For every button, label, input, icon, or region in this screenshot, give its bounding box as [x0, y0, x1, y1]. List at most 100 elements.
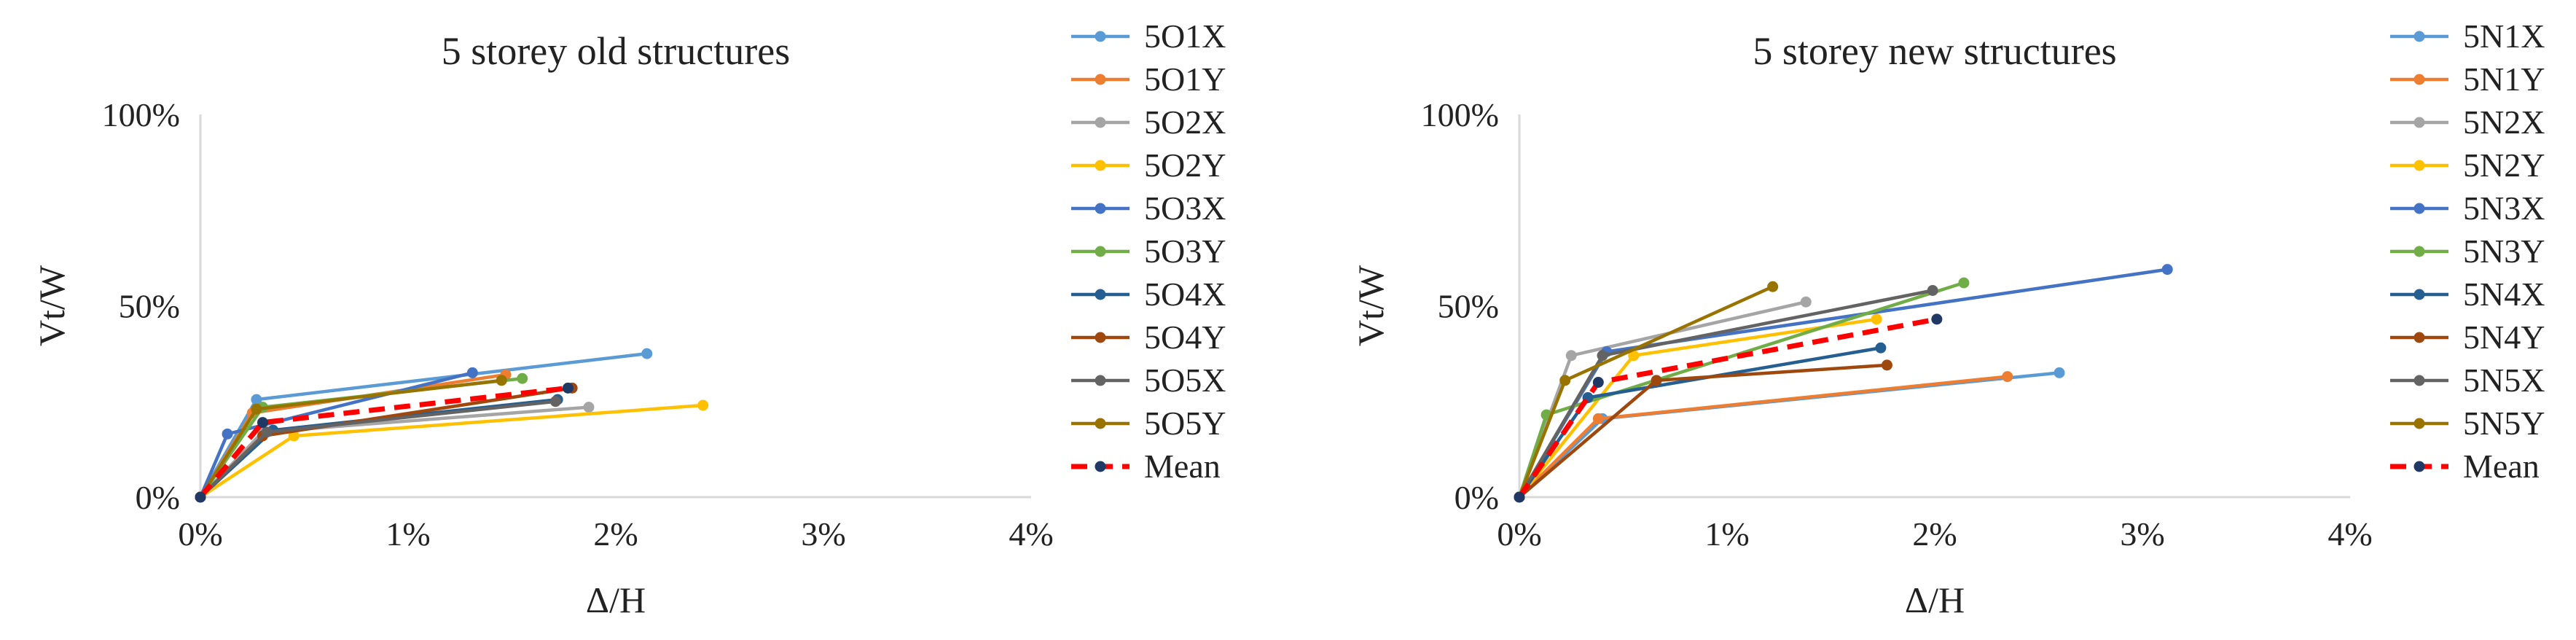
legend-label-mean: Mean [1144, 448, 1221, 485]
series-line-5o1y [199, 372, 506, 499]
y-axis-title: Vt/W [31, 265, 72, 346]
chart-title: 5 storey old structures [442, 29, 790, 73]
legend-label-5n1y: 5N1Y [2463, 61, 2545, 98]
legend-marker-mean [2413, 461, 2425, 472]
x-tick-label: 2% [593, 515, 638, 553]
chart-new-structures: 5 storey new structures 0% 50% 100% 0% 1% 2% 3%… [1319, 0, 2576, 640]
data-point-5n5y [1767, 281, 1779, 292]
x-axis-title: Δ/H [586, 579, 646, 620]
y-axis-title: Vt/W [1350, 265, 1391, 346]
x-tick-label: 4% [2328, 515, 2372, 553]
legend-label-5n4y: 5N4Y [2463, 319, 2545, 356]
legend-label-5o4y: 5O4Y [1144, 319, 1226, 356]
series-line-5o5y [199, 378, 502, 499]
legend-label-5n1x: 5N1X [2463, 17, 2545, 55]
data-point-5o5x [261, 426, 273, 438]
legend-marker-5o5x [1095, 375, 1106, 386]
x-tick-label: 2% [1912, 515, 1957, 553]
legend-marker-5o3x [1095, 203, 1106, 214]
data-point-5o2x [583, 402, 595, 413]
x-axis-title: Δ/H [1905, 579, 1965, 620]
x-tick-label: 3% [801, 515, 845, 553]
legend-marker-5n3x [2413, 203, 2425, 214]
data-point-5o2y [697, 399, 709, 411]
data-point-5o1x [251, 394, 262, 405]
data-point-mean [257, 417, 268, 429]
legend-marker-5o1x [1095, 31, 1106, 42]
data-point-5n5y [1559, 375, 1571, 386]
data-point-mean [195, 491, 206, 503]
data-point-5n4y [1651, 375, 1662, 386]
legend-label-5o4x: 5O4X [1144, 276, 1226, 313]
legend-label-5o5x: 5O5X [1144, 362, 1226, 399]
legend-marker-5n2x [2413, 117, 2425, 128]
legend-label-5o3x: 5O3X [1144, 190, 1226, 227]
x-tick-label: 1% [385, 515, 430, 553]
y-tick-label: 100% [102, 96, 180, 133]
x-tick-label: 1% [1704, 515, 1749, 553]
data-point-5n1y [1592, 413, 1604, 424]
data-point-mean [1592, 377, 1604, 388]
y-tick-label: 100% [1421, 96, 1499, 133]
y-tick-label: 0% [136, 479, 180, 516]
data-point-5n2x [1800, 296, 1812, 308]
legend-label-5n3x: 5N3X [2463, 190, 2545, 227]
legend-label-5n2x: 5N2X [2463, 104, 2545, 141]
legend-marker-5n4y [2413, 332, 2425, 343]
x-tick-label: 4% [1009, 515, 1053, 553]
data-point-5o5y [251, 403, 262, 415]
data-point-5n5x [1597, 350, 1608, 362]
y-tick-label: 50% [1438, 288, 1499, 325]
legend-marker-5o3y [1095, 246, 1106, 257]
data-point-5o5x [549, 396, 561, 407]
legend-marker-5o5y [1095, 418, 1106, 429]
data-point-mean [1514, 491, 1525, 503]
series-line-mean [198, 385, 568, 499]
chart-old-structures: 5 storey old structures 0% 50% 100% 0% 1% 2% 3%… [31, 17, 1226, 620]
data-point-5o3x [222, 428, 233, 440]
data-point-5o5y [496, 375, 507, 386]
legend-marker-5n5y [2413, 418, 2425, 429]
data-point-5n4x [1875, 342, 1887, 354]
data-point-mean [562, 382, 573, 394]
legend-marker-5n3y [2413, 246, 2425, 257]
chart-old-structures-svg: 5 storey old structures 0% 50% 100% 0% 1% 2% 3%… [31, 17, 1226, 620]
data-point-mean [1931, 313, 1943, 325]
data-point-5n3y [1958, 277, 1970, 289]
chart-title: 5 storey new structures [1753, 29, 2116, 73]
legend-marker-5o4x [1095, 289, 1106, 300]
series-line-5n2x [1517, 300, 1806, 498]
chart-new-structures-svg: 5 storey new structures 0% 50% 100% 0% 1% 2% 3%… [1350, 17, 2545, 620]
data-point-5n5x [1927, 285, 1938, 296]
data-point-5n2x [1565, 350, 1577, 362]
y-tick-label: 0% [1455, 479, 1499, 516]
data-point-5n2y [1871, 313, 1882, 325]
data-point-5o2y [288, 430, 300, 442]
legend-label-mean: Mean [2463, 448, 2540, 485]
data-point-5n1x [2054, 367, 2065, 378]
data-point-5o3x [466, 367, 478, 378]
legend-marker-mean [1095, 461, 1106, 472]
legend-label-5o2x: 5O2X [1144, 104, 1226, 141]
data-point-5o1x [641, 348, 653, 359]
legend-marker-5o2x [1095, 117, 1106, 128]
legend-label-5n2y: 5N2Y [2463, 147, 2545, 184]
legend-label-5o5y: 5O5Y [1144, 405, 1226, 442]
legend-marker-5n1y [2413, 74, 2425, 85]
series-line-mean [1517, 316, 1938, 499]
legend-label-5n5y: 5N5Y [2463, 405, 2545, 442]
legend-marker-5n5x [2413, 375, 2425, 386]
legend-marker-5o2y [1095, 160, 1106, 171]
x-tick-label: 3% [2120, 515, 2164, 553]
data-point-5n2y [1628, 350, 1640, 362]
data-point-5n4y [1881, 359, 1892, 371]
legend-marker-5n1x [2413, 31, 2425, 42]
legend-label-5o3y: 5O3Y [1144, 233, 1226, 270]
series-line-5n3x [1518, 268, 2168, 499]
data-point-5n3x [2161, 264, 2173, 276]
series-line-5n1x [1518, 371, 2060, 499]
legend-label-5n3y: 5N3Y [2463, 233, 2545, 270]
x-tick-label: 0% [178, 515, 222, 553]
data-point-5o3y [517, 372, 528, 384]
x-tick-label: 0% [1497, 515, 1541, 553]
